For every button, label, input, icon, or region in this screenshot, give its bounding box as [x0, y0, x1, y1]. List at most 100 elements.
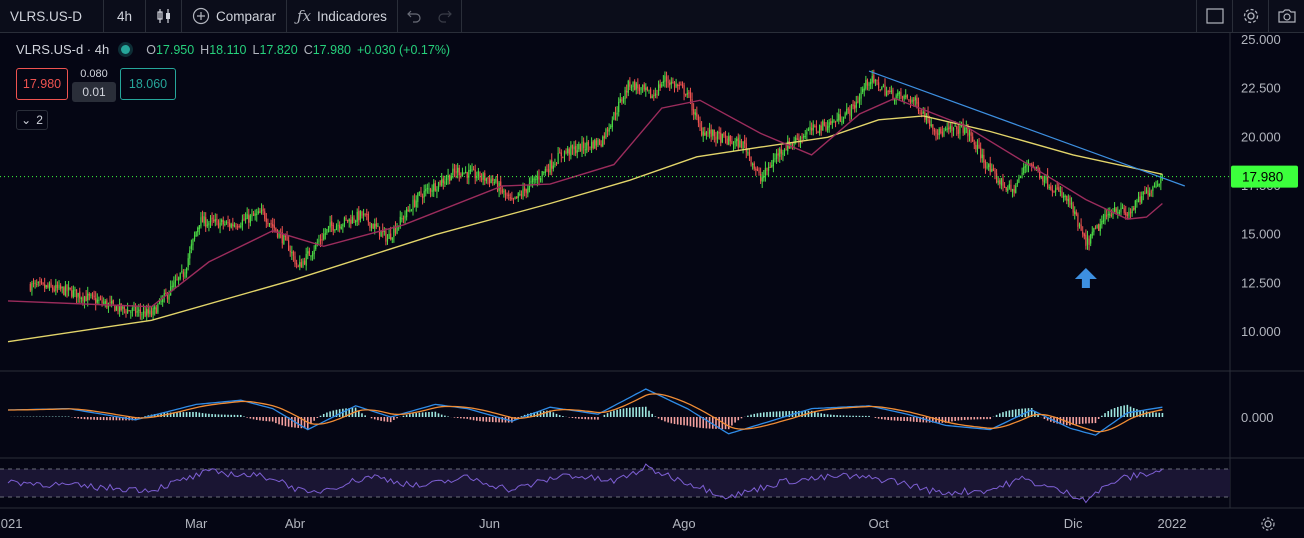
compare-button[interactable]: Comparar [182, 0, 288, 32]
axis-settings-icon[interactable] [1261, 517, 1275, 531]
candle-body [1031, 164, 1033, 166]
trendline[interactable] [868, 70, 1186, 187]
symbol-search-button[interactable]: VLRS.US-D [0, 0, 104, 32]
quantity-field[interactable]: 0.01 [72, 82, 116, 102]
candle-body [326, 228, 328, 233]
candle-body [380, 230, 382, 237]
candle-body [517, 193, 519, 198]
indicators-toggle[interactable]: ⌄ 2 [16, 110, 48, 130]
candle-body [1091, 231, 1093, 236]
candle-body [815, 126, 818, 131]
candle-body [689, 91, 692, 98]
candle-body [123, 307, 125, 310]
candle-body [1158, 184, 1160, 186]
undo-button[interactable] [398, 0, 430, 32]
candle-body [935, 130, 937, 134]
candle-body [1043, 180, 1046, 183]
time-tick-label: Dic [1064, 516, 1083, 531]
candle-body [694, 112, 696, 116]
candle-body [104, 301, 106, 304]
candle-body [372, 223, 374, 229]
candle-body [876, 79, 878, 82]
candle-body [122, 305, 124, 309]
candle-body [796, 138, 798, 140]
candle-body [750, 156, 752, 165]
candle-body [718, 132, 720, 134]
candle-body [1141, 196, 1143, 203]
candle-body [40, 281, 43, 283]
candle-body [728, 136, 730, 145]
series-legend: VLRS.US-d · 4h O 17.950 H 18.110 L 17.820 C… [16, 42, 456, 57]
candle-body [771, 165, 773, 168]
candle-body [358, 210, 360, 221]
candle-body [409, 209, 411, 211]
legend-change: +0.030 (+0.17%) [356, 42, 451, 57]
candle-body [874, 79, 877, 82]
candle-body [1104, 214, 1106, 222]
candle-body [428, 188, 430, 190]
sell-button[interactable]: 17.980 [16, 68, 68, 100]
candle-body [85, 296, 87, 302]
indicators-button[interactable]: ƒx Indicadores [287, 0, 398, 32]
candle-body [970, 131, 972, 137]
candle-body [45, 285, 47, 288]
candle-body [60, 285, 62, 289]
candle-body [1066, 195, 1068, 201]
candle-body [933, 129, 936, 132]
candle-body [554, 163, 556, 165]
chart-type-button[interactable] [146, 0, 182, 32]
candle-body [327, 226, 330, 229]
indicators-label: Indicadores [317, 8, 387, 24]
candle-body [420, 191, 422, 196]
candle-body [688, 92, 690, 94]
candle-body [565, 151, 567, 153]
candle-body [53, 289, 55, 291]
settings-button[interactable] [1232, 0, 1268, 32]
legend-close-label: C [303, 42, 313, 57]
candle-body [917, 102, 920, 112]
market-status-dot[interactable] [121, 45, 131, 54]
candle-body [583, 141, 585, 149]
candle-body [543, 171, 545, 173]
candle-body [1113, 207, 1116, 212]
buy-button[interactable]: 18.060 [120, 68, 176, 100]
candle-body [657, 84, 660, 95]
snapshot-button[interactable] [1268, 0, 1304, 32]
candle-body [259, 211, 261, 214]
candle-body [659, 83, 661, 88]
candle-body [740, 140, 743, 149]
candle-body [1069, 197, 1071, 206]
candle-body [1021, 172, 1023, 175]
candle-body [747, 152, 749, 154]
candle-body [1040, 176, 1042, 178]
candle-body [905, 95, 907, 97]
candle-body [310, 255, 312, 258]
candle-body [544, 169, 546, 174]
candle-body [957, 129, 959, 135]
candle-body [879, 89, 881, 91]
candle-body [345, 218, 347, 220]
candle-body [436, 189, 438, 192]
candle-body [739, 140, 741, 148]
candle-body [638, 87, 641, 91]
candle-body [155, 307, 157, 314]
candle-body [745, 143, 747, 152]
candle-body [769, 166, 771, 168]
candle-body [437, 182, 440, 189]
redo-button[interactable] [430, 0, 462, 32]
candle-body [944, 128, 947, 131]
interval-button[interactable]: 4h [104, 0, 146, 32]
candle-body [270, 223, 272, 225]
candle-body [66, 285, 68, 292]
candle-body [1062, 196, 1065, 198]
fullscreen-button[interactable] [1196, 0, 1232, 32]
candle-body [377, 225, 379, 227]
candle-body [921, 112, 923, 114]
candle-body [504, 189, 507, 195]
candle-body [826, 126, 829, 131]
candle-body [311, 253, 314, 257]
candle-body [520, 194, 523, 196]
time-tick-label: Mar [185, 516, 208, 531]
candle-body [1050, 186, 1052, 190]
